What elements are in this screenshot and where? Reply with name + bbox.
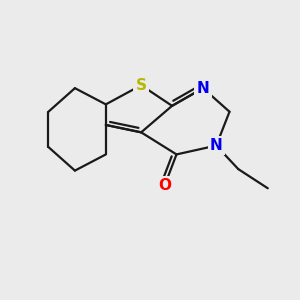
Text: N: N bbox=[210, 138, 223, 153]
Text: O: O bbox=[158, 178, 171, 193]
Text: S: S bbox=[136, 78, 147, 93]
Text: N: N bbox=[196, 81, 209, 96]
